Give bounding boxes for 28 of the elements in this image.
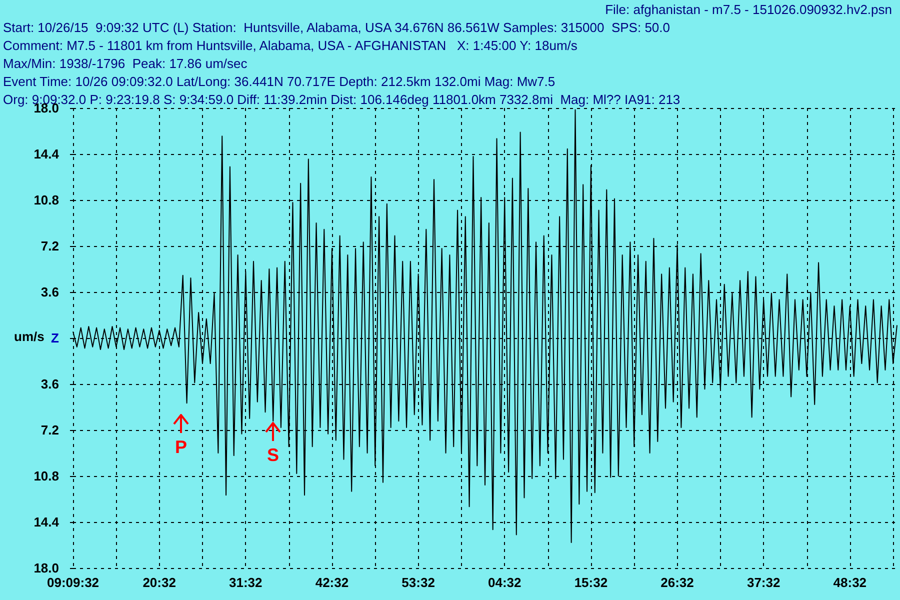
y-tick-label: 10.8 [34, 192, 59, 208]
text: Start: 10/26/15 9:09:32 UTC (L) Station: Huntsville, Alabama, USA 34.676N 86.561W Samples: 315000 SPS: 50.0 [3, 20, 670, 35]
y-tick-label: 14.4 [34, 514, 60, 530]
x-tick-label: 42:32 [315, 575, 349, 590]
y-tick-label: 14.4 [34, 146, 60, 162]
x-tick-label: 31:32 [229, 575, 262, 590]
y-tick-label: 3.6 [40, 376, 59, 392]
y-tick-label: 7.2 [40, 238, 59, 254]
x-tick-label: 37:32 [746, 575, 780, 590]
x-tick-label: 48:32 [833, 575, 867, 590]
y-tick-label: 18.0 [34, 560, 59, 576]
y-tick-label: 3.6 [40, 284, 59, 300]
annotation: S [266, 445, 280, 465]
text: File: afghanistan - m7.5 - 151026.090932.hv2.psn [605, 2, 892, 17]
y-tick-label: 10.8 [34, 468, 59, 484]
x-tick-label: 53:32 [402, 575, 435, 590]
x-tick-label: 04:32 [488, 575, 522, 590]
y-tick-label: Z [51, 330, 60, 346]
text: Event Time: 10/26 09:09:32.0 Lat/Long: 36.441N 70.717E Depth: 212.5km 132.0mi Mag: Mw7.5 [3, 74, 556, 89]
x-tick-label: 20:32 [142, 575, 176, 590]
annotation: P [174, 437, 188, 457]
y-tick-label: 7.2 [40, 422, 59, 438]
x-tick-label: 26:32 [660, 575, 694, 590]
y-axis-title: um/s [14, 329, 44, 344]
text: Comment: M7.5 - 11801 km from Huntsville, Alabama, USA - AFGHANISTAN X: 1:45:00 Y: 18um/s [3, 38, 578, 53]
text: Max/Min: 1938/-1796 Peak: 17.86 um/sec [3, 56, 248, 71]
x-tick-label: 15:32 [574, 575, 608, 590]
x-tick-label: 09:09:32 [46, 575, 100, 590]
